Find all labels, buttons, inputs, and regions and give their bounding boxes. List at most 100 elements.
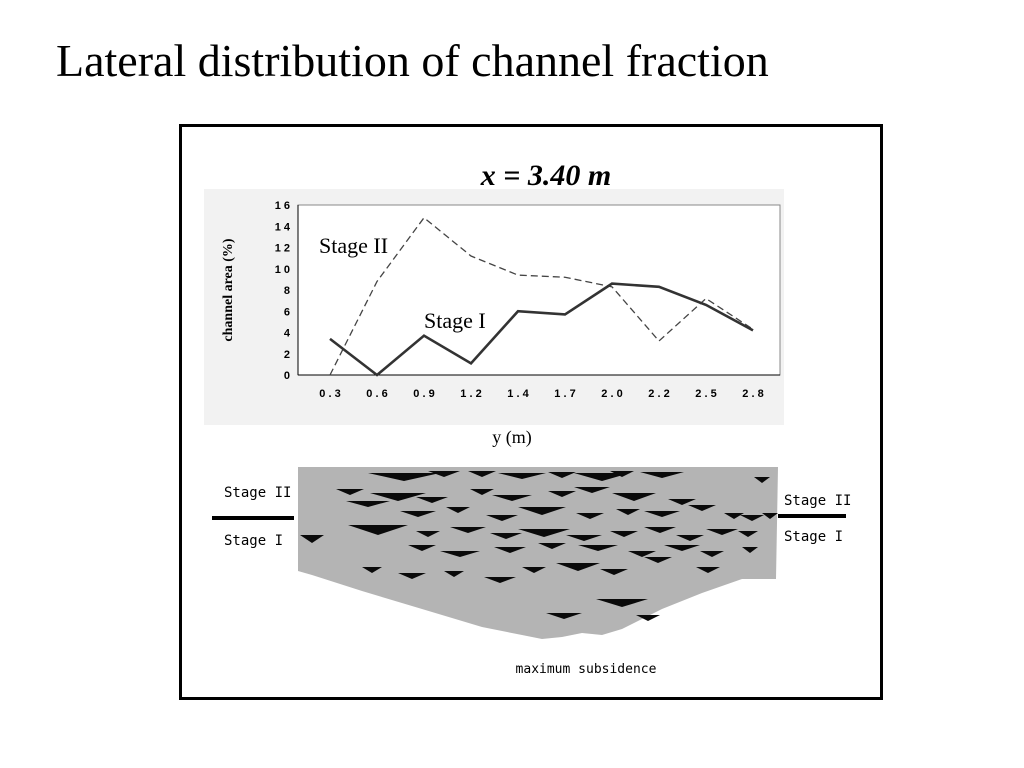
series-label-stage-i: Stage I (424, 308, 486, 333)
channel-lens (644, 557, 672, 563)
channel-lens (368, 473, 440, 481)
channel-lens (546, 613, 582, 619)
channel-lens (444, 571, 464, 577)
channel-lens (738, 531, 758, 537)
channel-lens (762, 513, 778, 519)
channel-lens (494, 547, 526, 553)
chart-title: x = 3.40 m (480, 159, 611, 192)
x-tick-label: 2 . 0 (601, 388, 622, 400)
x-tick-label: 1 . 7 (554, 388, 575, 400)
x-tick-label: 1 . 2 (460, 388, 481, 400)
channel-lens (362, 567, 382, 573)
channel-lens (664, 545, 700, 551)
figure-svg: x = 3.40 m channel area (%) y (m) 0 2 4 6 8 1… (204, 159, 851, 677)
channel-lens (400, 511, 436, 517)
channel-lens (600, 569, 628, 575)
x-tick-label: 0 . 3 (319, 388, 340, 400)
right-stage-ii-label: Stage II (784, 493, 851, 509)
x-tick-label: 2 . 8 (742, 388, 763, 400)
channel-lens (628, 551, 656, 557)
channel-lens (408, 545, 436, 551)
y-tick-label: 0 (284, 370, 290, 382)
channel-lens (470, 489, 494, 495)
channel-lens (556, 563, 600, 571)
y-tick-label: 1 4 (275, 221, 291, 233)
x-tick-label: 0 . 9 (413, 388, 434, 400)
cross-section-body (298, 467, 778, 639)
plot-area (297, 204, 781, 376)
y-axis-label: channel area (%) (221, 238, 236, 342)
channel-lens (596, 599, 648, 607)
channel-lens (428, 471, 460, 477)
channel-lens (450, 527, 486, 533)
channel-lens (724, 513, 744, 519)
channel-lens (610, 531, 638, 537)
channel-lens (416, 531, 440, 537)
channel-lens (440, 551, 480, 557)
channel-lens (490, 533, 522, 539)
series-label-stage-ii: Stage II (319, 233, 388, 258)
channel-lens (676, 535, 704, 541)
series-line-stage-ii (329, 216, 754, 376)
channel-lens (700, 551, 724, 557)
channel-lens (610, 471, 634, 477)
channel-lens (688, 505, 716, 511)
channel-lens (578, 545, 618, 551)
y-tick-label: 8 (284, 285, 290, 297)
channel-lens (696, 567, 720, 573)
x-tick-label: 2 . 5 (695, 388, 716, 400)
channel-lens (522, 567, 546, 573)
maximum-subsidence-caption: maximum subsidence (516, 662, 657, 677)
channel-lens (336, 489, 364, 495)
channel-lens (486, 515, 518, 521)
channel-lens (644, 511, 680, 517)
channel-group (300, 471, 778, 621)
left-stage-i-label: Stage I (224, 533, 283, 549)
channel-lens (346, 501, 390, 507)
channel-lens (498, 473, 546, 479)
channel-lens (484, 577, 516, 583)
left-stage-ii-label: Stage II (224, 485, 291, 501)
slide-title: Lateral distribution of channel fraction (56, 35, 769, 86)
channel-lens (616, 509, 640, 515)
channel-lens (538, 543, 566, 549)
figure-frame: x = 3.40 m channel area (%) y (m) 0 2 4 6 8 1… (179, 124, 883, 700)
y-tick-label: 2 (284, 349, 290, 361)
channel-lens (348, 525, 408, 535)
channel-lens (398, 573, 426, 579)
channel-lens (706, 529, 738, 535)
channel-lens (742, 547, 758, 553)
channel-lens (636, 615, 660, 621)
series-line-stage-i (329, 282, 754, 377)
y-tick-label: 4 (284, 328, 291, 340)
channel-lens (468, 471, 496, 477)
y-tick-group: 0 2 4 6 8 1 0 1 2 1 4 1 6 (275, 200, 291, 382)
channel-lens (754, 477, 770, 483)
channel-lens (548, 472, 576, 478)
channel-lens (644, 527, 676, 533)
x-tick-group: 0 . 3 0 . 6 0 . 9 1 . 2 1 . 4 1 . 7 2 . 0 2 . 2… (319, 388, 763, 400)
channel-lens (566, 535, 602, 541)
series-layer (329, 216, 754, 377)
channel-lens (548, 491, 576, 497)
channel-lens (416, 497, 448, 503)
x-tick-label: 1 . 4 (507, 388, 529, 400)
channel-lens (640, 472, 684, 478)
channel-lens (446, 507, 470, 513)
channel-lens (612, 493, 656, 501)
y-tick-label: 1 2 (275, 243, 290, 255)
channel-lens (370, 493, 426, 501)
channel-lens (740, 515, 764, 521)
channel-lens (300, 535, 324, 543)
channel-lens (574, 473, 630, 481)
channel-lens (518, 529, 570, 537)
y-tick-label: 1 6 (275, 200, 290, 212)
channel-lens (518, 507, 566, 515)
channel-lens (576, 513, 604, 519)
x-tick-label: 2 . 2 (648, 388, 669, 400)
x-tick-label: 0 . 6 (366, 388, 387, 400)
y-tick-label: 1 0 (275, 264, 290, 276)
y-tick-label: 6 (284, 306, 290, 318)
channel-lens (492, 495, 532, 501)
x-axis-label: y (m) (492, 427, 532, 448)
